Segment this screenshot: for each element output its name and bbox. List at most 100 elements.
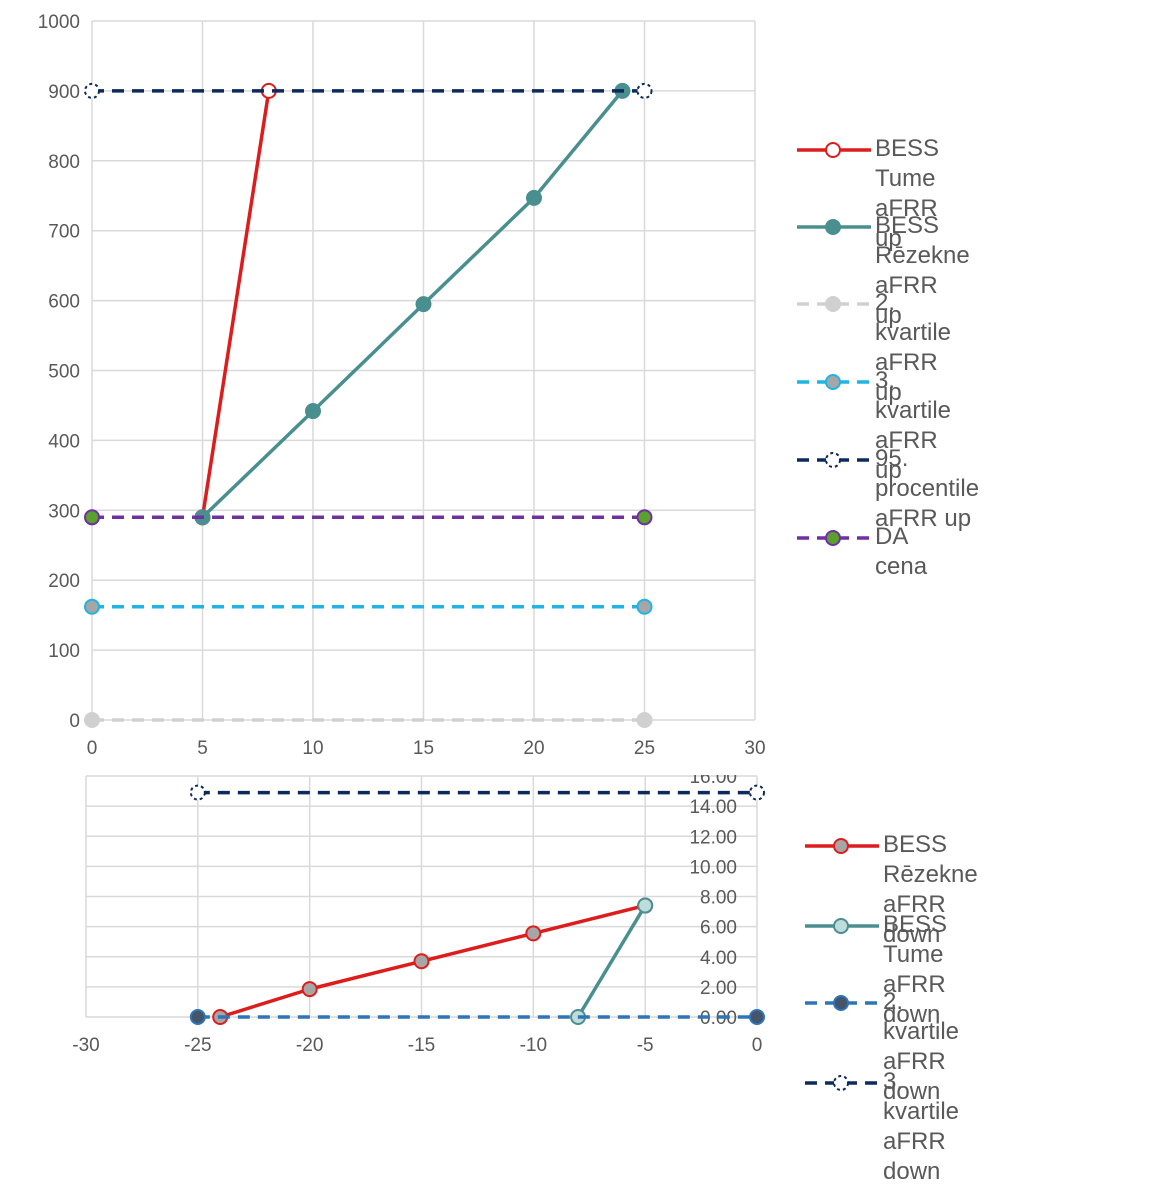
x-tick-label: -30 [72,1035,99,1056]
legend-swatch [797,530,871,546]
legend-item-q2-down: 2. kvartile aFRR down [803,987,959,1107]
data-point [305,403,321,420]
data-point [637,897,654,914]
data-point [825,530,841,546]
legend-item-da-cena: DA cena [795,522,927,582]
legend-swatch [797,452,871,468]
legend-label-cont: up [875,302,902,329]
y-tick-label: 10.00 [689,857,737,878]
legend-label: BESS Rēzekne aFRR [883,831,978,918]
x-tick-label: -10 [520,1035,547,1056]
x-tick-label: 25 [634,738,655,759]
data-point [526,189,542,206]
legend-label: BESS Tume aFRR up [875,135,940,252]
legend-label: 2. kvartile aFRR down [883,988,960,1105]
series-line [201,89,624,519]
legend-item-tume-down: BESS Tume aFRR down [803,910,947,1030]
data-point [84,82,100,99]
x-tick-label: 0 [752,1035,763,1056]
legend-swatch [805,838,879,854]
series-group [84,82,653,728]
y-tick-label: 500 [48,362,80,383]
y-tick-label: 200 [48,571,80,592]
data-point [825,452,841,468]
series-line [219,903,646,1019]
y-tick-label: 600 [48,292,80,313]
data-point [749,784,765,801]
data-point [415,296,432,313]
legend-label: BESS Tume aFRR [883,911,948,998]
y-tick-label: 400 [48,431,80,452]
legend-label: 2. kvartile aFRR up [875,289,952,406]
y-tick-label: 4.00 [700,948,737,969]
x-tick-label: -20 [296,1035,323,1056]
legend-swatch [797,142,871,158]
legend-label: 3. kvartile aFRR up [875,367,952,484]
legend-label: DA cena [875,523,928,580]
data-point [833,995,849,1011]
y-tick-label: 8.00 [700,888,737,909]
data-point [636,598,653,615]
y-tick-label: 6.00 [700,918,737,939]
series-group [189,784,765,1025]
x-tick-label: 5 [197,738,208,759]
x-tick-label: 0 [87,738,98,759]
data-point [413,953,430,970]
y-tick-label: 0 [69,711,80,732]
y-tick-label: 900 [48,82,80,103]
grid [91,20,756,721]
x-tick-label: 10 [302,738,323,759]
x-tick-label: -25 [184,1035,211,1056]
series-line [200,90,271,518]
legend-item-q3-up: 3. kvartile aFRR up [795,366,951,486]
series-line [576,904,647,1018]
y-tick-label: 700 [48,222,80,243]
legend-swatch [805,1075,879,1091]
legend-swatch [797,296,871,312]
tick-labels: 0 5 10 15 20 25 300100200300400500600700800900… [38,12,766,759]
legend-label-cont: down [883,1001,941,1028]
legend-item-rezekne-down: BESS Rēzekne aFRR down [803,830,978,950]
y-tick-label: 14.00 [689,797,737,818]
data-point [636,82,653,99]
legend-label: BESS Rēzekne aFRR [875,212,970,299]
y-tick-label: 1000 [38,12,80,33]
y-tick-label: 800 [48,152,80,173]
data-point [525,925,542,942]
legend-swatch [797,374,871,390]
legend-item-q2-up: 2. kvartile aFRR up [795,288,951,408]
data-point [84,712,100,728]
legend-swatch [805,995,879,1011]
data-point [825,142,841,158]
legend-swatch [805,918,879,934]
data-point [749,1009,765,1025]
tick-labels: -30 -25 -20 -15 -10 -5 00.002.004.006.008.0010… [72,775,762,1056]
x-tick-label: 20 [523,738,544,759]
legend-label: 95. procentile aFRR up [875,445,980,532]
data-point [833,1075,849,1091]
legend-item-tume-up: BESS Tume aFRR up [795,134,939,254]
data-point [84,509,100,526]
grid [85,775,758,1018]
y-tick-label: 300 [48,501,80,522]
data-point [833,918,849,934]
x-tick-label: 30 [744,738,765,759]
y-tick-label: 12.00 [689,827,737,848]
legend-label: 3. kvartile aFRR down [883,1068,960,1185]
legend-item-rezekne-up: BESS Rēzekne aFRR up [795,211,970,331]
y-tick-label: 16.00 [689,775,737,788]
data-point [825,296,841,312]
legend-item-p95-up: 95. procentile aFRR up [795,444,979,534]
data-point [825,219,841,235]
data-point [636,509,653,526]
data-point [301,981,318,998]
data-point [189,1009,206,1025]
top-chart: 0 5 10 15 20 25 300100200300400500600700800900… [38,12,766,759]
data-point [825,374,841,390]
x-tick-label: -5 [637,1035,654,1056]
data-point [84,598,100,615]
data-point [189,784,206,801]
data-point [833,838,849,854]
data-point [636,712,653,728]
legend-label-cont: down [883,921,941,948]
